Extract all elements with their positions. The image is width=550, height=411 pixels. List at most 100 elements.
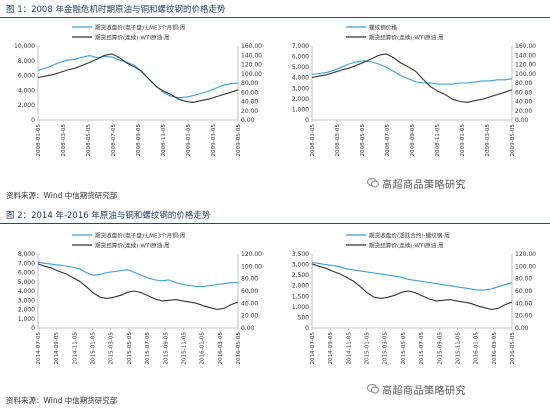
x-tick-label: 2009-01-05 — [460, 124, 466, 157]
left-tick-label: 10,000 — [14, 43, 35, 50]
x-tick-label: 2014-09-05 — [328, 332, 334, 365]
left-tick-label: 3,000 — [18, 297, 35, 304]
x-tick-label: 2014-07-05 — [36, 332, 42, 365]
right-tick-label: 100.00 — [241, 263, 262, 270]
x-tick-label: 2014-11-05 — [346, 332, 352, 365]
series-line-1 — [37, 261, 238, 287]
right-tick-label: 0.00 — [515, 117, 529, 124]
right-tick-label: 80.00 — [515, 80, 532, 87]
x-tick-label: 2015-07-05 — [145, 332, 151, 365]
x-tick-label: 2015-09-05 — [437, 332, 443, 365]
x-tick-label: 2015-01-05 — [91, 332, 97, 365]
left-tick-label: 7,000 — [18, 260, 35, 267]
legend-label-2: 期货结算价(连续):WTI原油:周 — [95, 34, 170, 42]
legend-label-1: 螺纹钢价格 — [369, 24, 397, 32]
right-tick-label: 120.00 — [515, 62, 536, 69]
figure1-caption-rule — [0, 17, 550, 18]
x-tick-label: 2015-05-05 — [401, 332, 407, 365]
x-tick-label: 2008-05-05 — [86, 124, 92, 157]
left-tick-label: 6,000 — [18, 73, 35, 80]
right-tick-label: 0.00 — [515, 325, 529, 332]
right-tick-label: 20.00 — [241, 108, 258, 115]
right-tick-label: 140.00 — [241, 52, 262, 59]
series-line-2 — [311, 53, 513, 103]
left-tick-label: 4,000 — [18, 288, 35, 295]
left-tick-label: 8,000 — [18, 251, 35, 258]
left-tick-label: 6,000 — [18, 270, 35, 277]
right-tick-label: 80.00 — [515, 276, 532, 283]
figure2-source: 资料来源：Wind 中信期货研究部 — [6, 396, 118, 405]
figure2-caption-rule — [0, 223, 550, 224]
x-tick-label: 2009-03-05 — [485, 124, 491, 157]
right-tick-label: 120.00 — [241, 251, 262, 258]
x-tick-label: 2014-09-05 — [54, 332, 60, 365]
x-tick-label: 2008-11-05 — [435, 124, 441, 157]
right-tick-label: 40.00 — [241, 99, 258, 106]
series-line-2 — [311, 263, 513, 311]
legend-label-2: 期货结算价(连续):WTI原油:周 — [369, 242, 444, 250]
right-tick-label: 40.00 — [241, 300, 258, 307]
right-tick-label: 160.00 — [241, 43, 262, 50]
x-tick-label: 2016-05-05 — [236, 332, 242, 365]
x-tick-label: 2016-01-05 — [474, 332, 480, 365]
wechat-icon-2 — [367, 384, 379, 394]
legend-label-1: 期货收盘价(电子盘):LME3个月铜:周 — [95, 232, 185, 240]
figure2-caption: 图 2：2014 年-2016 年原油与铜和螺纹钢的价格走势 — [6, 211, 211, 221]
left-tick-label: 2,500 — [292, 272, 309, 279]
left-tick-label: 3,000 — [292, 262, 309, 269]
x-tick-label: 2016-03-05 — [218, 332, 224, 365]
legend-label-2: 期货结算价(连续):WTI原油:周 — [369, 34, 444, 42]
right-tick-label: 120.00 — [241, 62, 262, 69]
x-tick-label: 2016-03-05 — [492, 332, 498, 365]
right-tick-label: 0.00 — [241, 117, 255, 124]
x-tick-label: 2015-05-05 — [127, 332, 133, 365]
right-tick-label: 20.00 — [515, 108, 532, 115]
x-tick-label: 2008-03-05 — [61, 124, 67, 157]
right-tick-label: 60.00 — [515, 89, 532, 96]
x-tick-label: 2016-01-05 — [200, 332, 206, 365]
right-tick-label: 120.00 — [515, 251, 536, 258]
left-tick-label: 8,000 — [18, 58, 35, 65]
figure1-source: 资料来源：Wind 中信期货研究部 — [6, 191, 118, 200]
x-tick-label: 2014-07-05 — [310, 332, 316, 365]
x-tick-label: 2008-03-05 — [335, 124, 341, 157]
right-tick-label: 40.00 — [515, 99, 532, 106]
left-tick-label: 1,000 — [292, 106, 309, 113]
x-tick-label: 2016-05-05 — [510, 332, 516, 365]
x-tick-label: 2009-03-05 — [211, 124, 217, 157]
right-tick-label: 80.00 — [241, 80, 258, 87]
x-tick-label: 2008-05-05 — [360, 124, 366, 157]
series-line-2 — [37, 53, 239, 103]
x-tick-label: 2009-05-05 — [236, 124, 242, 157]
right-tick-label: 80.00 — [241, 276, 258, 283]
x-tick-label: 2015-11-05 — [181, 332, 187, 365]
left-tick-label: 6,000 — [292, 54, 309, 61]
series-line-2 — [37, 263, 239, 311]
right-tick-label: 20.00 — [515, 313, 532, 320]
left-tick-label: 0 — [31, 117, 35, 124]
x-tick-label: 2008-09-05 — [410, 124, 416, 157]
left-tick-label: 0 — [305, 117, 309, 124]
right-tick-label: 100.00 — [241, 71, 262, 78]
series-line-1 — [311, 261, 513, 291]
x-tick-label: 2009-01-05 — [186, 124, 192, 157]
legend-label-1: 期货收盘价(活跃合约):螺纹钢:周 — [369, 232, 450, 240]
x-tick-label: 2009-05-05 — [510, 124, 516, 157]
left-tick-label: 1,000 — [292, 304, 309, 311]
right-tick-label: 60.00 — [515, 288, 532, 295]
left-tick-label: 2,000 — [292, 96, 309, 103]
left-tick-label: 4,000 — [18, 87, 35, 94]
x-tick-label: 2015-11-05 — [455, 332, 461, 365]
left-tick-label: 3,000 — [292, 85, 309, 92]
left-tick-label: 2,000 — [292, 283, 309, 290]
left-tick-label: 3,500 — [292, 251, 309, 258]
x-tick-label: 2015-07-05 — [419, 332, 425, 365]
right-tick-label: 60.00 — [241, 89, 258, 96]
x-tick-label: 2014-11-05 — [72, 332, 78, 365]
left-tick-label: 0 — [305, 325, 309, 332]
x-tick-label: 2008-07-05 — [385, 124, 391, 157]
right-tick-label: 0.00 — [241, 325, 255, 332]
x-tick-label: 2008-11-05 — [161, 124, 167, 157]
